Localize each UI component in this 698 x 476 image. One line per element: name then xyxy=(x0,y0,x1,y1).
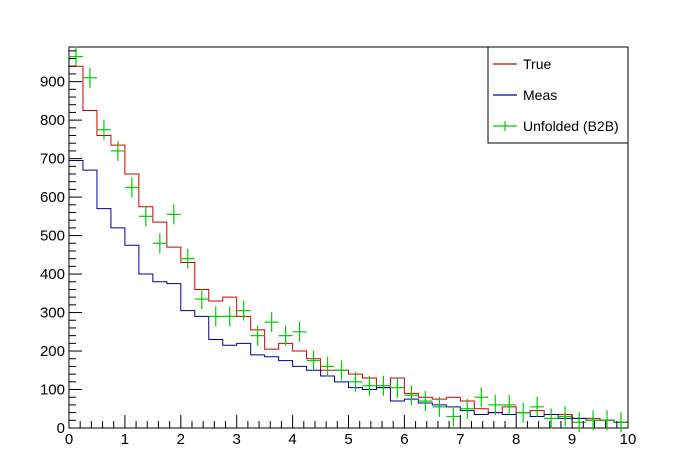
x-tick-label: 4 xyxy=(288,431,296,448)
y-tick-label: 300 xyxy=(40,305,65,322)
data-point xyxy=(474,387,489,408)
x-tick-label: 2 xyxy=(177,431,185,448)
data-point xyxy=(320,356,335,377)
x-tick-label: 1 xyxy=(121,431,129,448)
data-point xyxy=(152,233,167,254)
data-point xyxy=(404,385,419,406)
data-point xyxy=(250,325,265,346)
x-tick-label: 9 xyxy=(568,431,576,448)
data-point xyxy=(488,394,503,415)
data-point xyxy=(278,325,293,346)
data-point xyxy=(558,406,573,427)
data-point xyxy=(166,204,181,225)
series-meas xyxy=(69,160,628,423)
data-point xyxy=(460,398,475,419)
data-point xyxy=(572,412,587,433)
legend-entry: True xyxy=(493,56,551,72)
data-point xyxy=(264,312,279,333)
data-point xyxy=(82,67,97,88)
data-point xyxy=(96,119,111,140)
x-tick-label: 7 xyxy=(456,431,464,448)
legend-label: Unfolded (B2B) xyxy=(523,118,619,134)
data-point xyxy=(69,46,83,67)
x-tick-label: 5 xyxy=(344,431,352,448)
data-point xyxy=(600,410,615,431)
data-point xyxy=(418,391,433,412)
data-point xyxy=(376,375,391,396)
legend-label: Meas xyxy=(523,87,557,103)
data-point xyxy=(180,248,195,269)
y-tick-label: 900 xyxy=(40,74,65,91)
data-point xyxy=(390,377,405,398)
y-tick-label: 500 xyxy=(40,228,65,245)
data-point xyxy=(194,289,209,310)
data-point xyxy=(236,300,251,321)
data-point xyxy=(110,140,125,161)
y-tick-label: 200 xyxy=(40,343,65,360)
data-point xyxy=(516,402,531,423)
data-point xyxy=(530,396,545,417)
legend: True Meas Unfolded (B2B) xyxy=(487,46,629,144)
x-tick-label: 6 xyxy=(400,431,408,448)
data-point xyxy=(586,410,601,431)
series-unfolded-b2b xyxy=(69,46,628,433)
data-point xyxy=(208,306,223,327)
data-point xyxy=(138,206,153,227)
x-tick-label: 10 xyxy=(620,431,637,448)
data-point xyxy=(614,412,628,433)
legend-entry: Meas xyxy=(493,87,557,103)
legend-label: True xyxy=(523,56,551,72)
data-point xyxy=(362,375,377,396)
axes: 0 100 200 300 400 500 600 700 800 900 0 1 2 3 4 5 6 7 8 9 10 xyxy=(40,50,637,448)
series-layer xyxy=(69,46,628,433)
data-point xyxy=(544,408,559,429)
data-point xyxy=(446,406,461,427)
data-point xyxy=(348,371,363,392)
y-tick-label: 600 xyxy=(40,189,65,206)
data-point xyxy=(222,306,237,327)
data-point xyxy=(124,177,139,198)
y-tick-label: 0 xyxy=(57,420,65,437)
y-tick-label: 700 xyxy=(40,151,65,168)
data-point xyxy=(502,394,517,415)
data-point xyxy=(432,396,447,417)
x-tick-label: 0 xyxy=(65,431,73,448)
data-point xyxy=(334,360,349,381)
y-tick-label: 100 xyxy=(40,382,65,399)
x-tick-label: 3 xyxy=(233,431,241,448)
legend-entry: Unfolded (B2B) xyxy=(493,118,619,134)
x-tick-label: 8 xyxy=(512,431,520,448)
data-point xyxy=(306,350,321,371)
y-tick-label: 400 xyxy=(40,266,65,283)
data-point xyxy=(292,321,307,342)
step-line xyxy=(69,160,628,423)
y-tick-label: 800 xyxy=(40,112,65,129)
